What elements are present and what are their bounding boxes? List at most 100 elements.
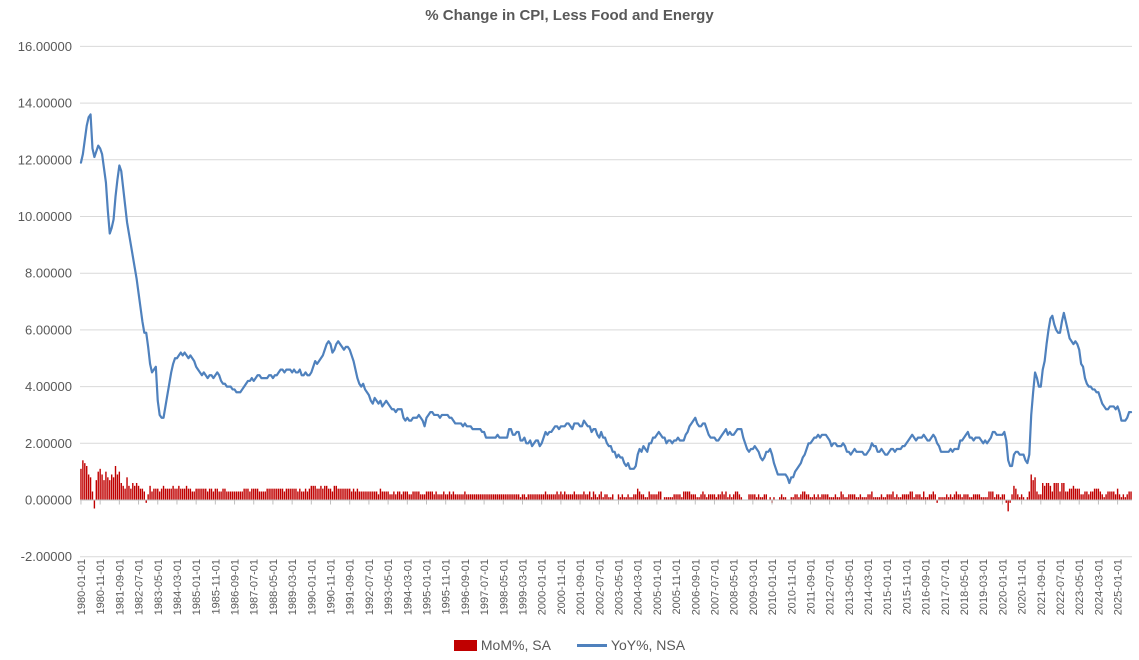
mom-bar <box>1076 488 1078 500</box>
y-axis-tick-label: 0.00000 <box>25 493 72 508</box>
mom-bar <box>1068 488 1071 500</box>
mom-bar <box>798 497 800 500</box>
mom-bar <box>489 494 491 500</box>
mom-bar <box>654 494 656 500</box>
mom-bar <box>621 494 624 500</box>
mom-bar <box>214 488 217 500</box>
mom-bar <box>805 494 808 500</box>
mom-bar <box>333 485 336 501</box>
mom-bar <box>325 485 328 501</box>
line-series-swatch-icon <box>576 643 607 647</box>
mom-bar <box>393 491 395 501</box>
mom-bar <box>168 488 170 500</box>
mom-bar <box>972 494 975 500</box>
mom-bar <box>625 497 627 500</box>
mom-bar <box>448 491 451 501</box>
mom-bar <box>454 494 456 500</box>
mom-bar <box>546 494 549 500</box>
mom-bar <box>498 494 501 500</box>
mom-bar <box>141 488 144 500</box>
x-axis-tick-label: 1999-03-01 <box>517 559 529 615</box>
mom-bar <box>890 494 892 500</box>
mom-bar <box>153 488 155 500</box>
mom-bar <box>274 488 276 500</box>
mom-bar <box>172 485 174 501</box>
x-axis-tick-label: 2010-01-01 <box>767 559 779 615</box>
mom-bar <box>980 497 982 500</box>
mom-bar <box>362 491 364 501</box>
mom-bar <box>279 488 282 500</box>
mom-bar <box>135 482 138 500</box>
y-axis-tick-label: 6.00000 <box>25 322 72 337</box>
mom-bar <box>994 497 996 500</box>
mom-bar <box>502 494 504 500</box>
x-axis-tick-label: 2019-03-01 <box>978 559 990 615</box>
mom-bar <box>692 494 695 500</box>
mom-bar <box>633 494 635 500</box>
mom-bar <box>992 491 994 501</box>
mom-bar <box>381 491 384 501</box>
mom-bar <box>928 494 931 500</box>
mom-bar <box>779 497 781 500</box>
mom-bar <box>713 494 716 500</box>
mom-bar <box>408 494 410 500</box>
mom-bar <box>398 491 401 501</box>
mom-bar <box>711 494 714 500</box>
x-axis-tick-label: 2007-07-01 <box>709 559 721 615</box>
mom-bar <box>1086 491 1088 501</box>
mom-bar <box>959 494 961 500</box>
mom-bar <box>356 488 359 500</box>
mom-bar <box>982 497 984 500</box>
x-axis-tick-label: 1988-05-01 <box>268 559 280 615</box>
mom-bar <box>1113 491 1115 501</box>
mom-bar <box>757 494 760 500</box>
x-axis-tick-label: 2013-05-01 <box>844 559 856 615</box>
legend-label-yoy: YoY%, NSA <box>610 637 686 653</box>
mom-bar <box>573 491 576 501</box>
yoy-line-series <box>79 113 1133 485</box>
mom-bar <box>206 491 209 501</box>
mom-bar <box>884 497 887 500</box>
mom-bar <box>364 491 366 501</box>
mom-bar <box>909 491 911 501</box>
mom-bar <box>1030 474 1032 501</box>
mom-bar <box>224 488 226 500</box>
mom-bar <box>249 491 251 501</box>
mom-bar <box>648 491 650 501</box>
mom-bar <box>658 491 660 501</box>
mom-bar <box>663 497 666 500</box>
mom-bar <box>1103 497 1105 500</box>
mom-bar <box>844 497 846 500</box>
mom-bar <box>452 491 455 501</box>
x-axis-tick-label: 1984-03-01 <box>172 559 184 615</box>
mom-bar <box>809 497 812 500</box>
mom-bar <box>114 465 117 500</box>
mom-bar <box>721 491 723 501</box>
mom-bar <box>554 494 556 500</box>
mom-bar <box>836 497 839 500</box>
mom-bar <box>508 494 510 500</box>
mom-bar <box>961 497 963 500</box>
mom-bar <box>990 491 992 501</box>
mom-bar <box>481 494 483 500</box>
mom-bar <box>289 488 291 500</box>
mom-bar <box>134 485 136 501</box>
mom-bar <box>673 494 675 500</box>
x-axis-tick-label: 2020-11-01 <box>1017 559 1029 614</box>
mom-bar <box>516 494 518 500</box>
mom-bar <box>370 491 372 501</box>
mom-bar <box>479 494 481 500</box>
mom-bar <box>840 491 842 501</box>
mom-bar <box>723 494 725 500</box>
mom-bar <box>485 494 487 500</box>
mom-bar <box>731 497 733 500</box>
mom-bar <box>203 488 205 500</box>
mom-bar <box>1070 488 1073 500</box>
mom-bar <box>1019 497 1021 500</box>
mom-bar <box>1080 494 1082 500</box>
mom-bar <box>531 494 533 500</box>
mom-bar <box>978 494 981 500</box>
mom-bar <box>109 480 111 501</box>
mom-bar <box>861 497 863 500</box>
mom-bar <box>389 494 391 500</box>
